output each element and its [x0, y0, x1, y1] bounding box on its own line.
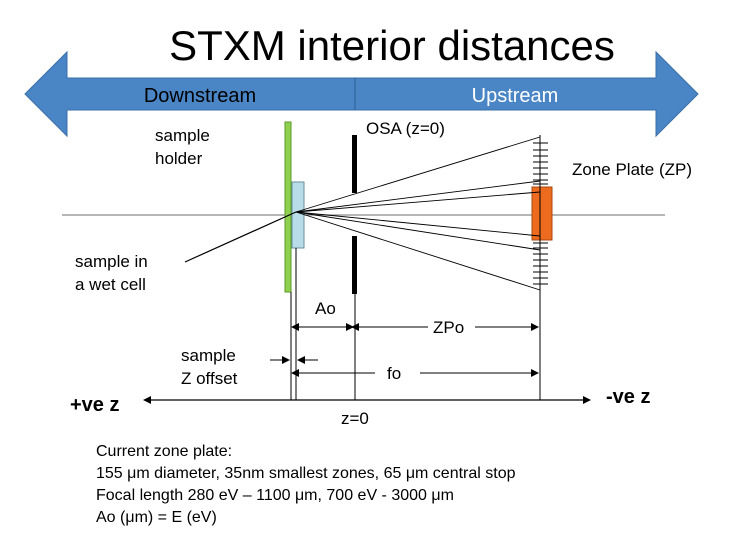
fo-label: fo: [387, 364, 401, 383]
wet-cell-label-2: a wet cell: [75, 275, 146, 294]
direction-arrow: [24, 50, 699, 138]
pos-z-label: +ve z: [70, 394, 119, 416]
sample-holder: [284, 121, 292, 293]
osa-upper: [352, 135, 357, 193]
wet-cell-label-1: sample in: [75, 252, 148, 271]
caption-line-1: Current zone plate:: [96, 443, 233, 460]
neg-z-label: -ve z: [606, 386, 650, 408]
zone-plate-zones: [533, 142, 548, 285]
caption-line-3: Focal length 280 eV – 1100 μm, 700 eV - …: [96, 487, 454, 504]
offset-label-1: sample: [181, 346, 236, 365]
wet-cell: [291, 181, 305, 249]
sample-holder-label-1: sample: [155, 126, 210, 145]
osa-label: OSA (z=0): [366, 119, 445, 138]
zone-plate: [531, 186, 553, 241]
caption-line-4: Ao (μm) = E (eV): [96, 509, 217, 526]
zone-plate-caption: Current zone plate: 155 μm diameter, 35n…: [96, 441, 516, 529]
downstream-label: Downstream: [144, 85, 256, 107]
zpo-label: ZPo: [433, 318, 464, 337]
zone-plate-label: Zone Plate (ZP): [572, 160, 692, 179]
sample-holder-label-2: holder: [155, 149, 203, 168]
ao-label: Ao: [315, 299, 336, 318]
focusing-rays: [295, 136, 541, 291]
page-title: STXM interior distances: [169, 22, 615, 69]
caption-line-2: 155 μm diameter, 35nm smallest zones, 65…: [96, 465, 516, 482]
osa-lower: [352, 236, 357, 294]
offset-label-2: Z offset: [181, 369, 238, 388]
z0-label: z=0: [341, 409, 369, 428]
upstream-label: Upstream: [472, 85, 559, 107]
wet-cell-pointer: [184, 211, 297, 263]
